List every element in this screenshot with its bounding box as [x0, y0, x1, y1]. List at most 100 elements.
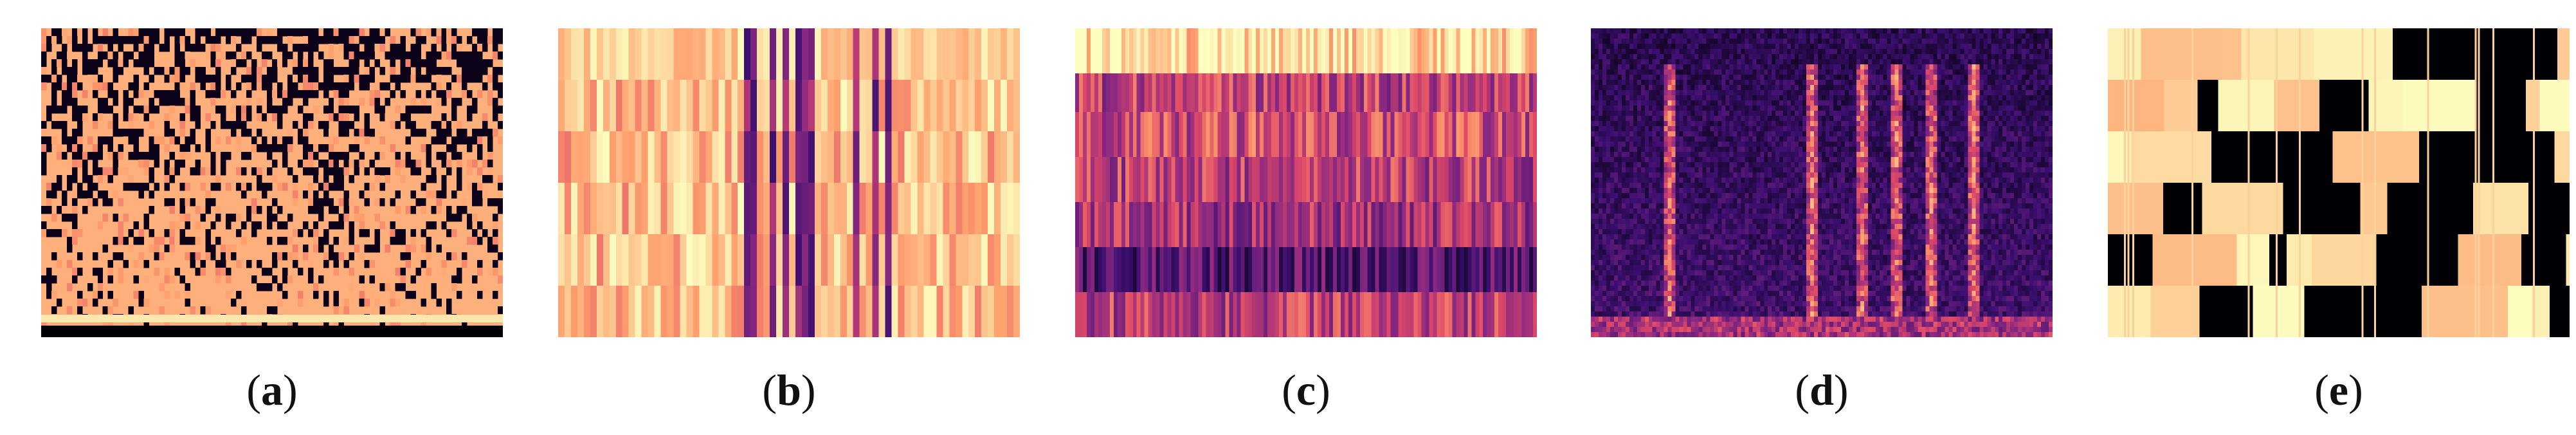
spectrogram-cell — [1152, 247, 1157, 292]
spectrogram-cell — [1799, 75, 1803, 80]
spectrogram-cell — [1867, 75, 1873, 80]
spectrogram-cell — [2014, 69, 2018, 75]
spectrogram-cell — [195, 67, 201, 75]
spectrogram-cell — [236, 291, 242, 299]
spectrogram-cell — [1945, 64, 1949, 70]
spectrogram-cell — [313, 167, 319, 176]
spectrogram-cell — [1652, 54, 1657, 60]
spectrogram-cell — [1260, 292, 1264, 337]
spectrogram-cell — [477, 268, 483, 276]
spectrogram-cell — [1359, 112, 1365, 157]
spectrogram-cell — [354, 129, 360, 137]
spectrogram-cell — [2033, 69, 2038, 75]
caption-a: (a) — [246, 366, 298, 414]
spectrogram-cell — [1156, 247, 1161, 292]
spectrogram-cell — [349, 252, 355, 261]
spectrogram-cell — [1136, 112, 1141, 157]
spectrogram-cell — [1644, 80, 1649, 86]
spectrogram-cell — [968, 286, 975, 337]
spectrogram-cell — [1363, 157, 1368, 202]
spectrogram-cell — [205, 206, 211, 214]
spectrogram-cell — [482, 44, 488, 52]
spectrogram-cell — [1814, 33, 1819, 39]
spectrogram-cell — [426, 144, 431, 153]
spectrogram-cell — [390, 59, 395, 68]
spectrogram-cell — [385, 82, 390, 91]
spectrogram-cell — [1213, 202, 1218, 247]
spectrogram-cell — [936, 80, 943, 132]
spectrogram-cell — [1902, 69, 1907, 75]
spectrogram-cell — [1336, 112, 1341, 157]
spectrogram-cell — [246, 75, 252, 83]
spectrogram-cell — [179, 51, 185, 60]
spectrogram-cell — [246, 183, 252, 191]
spectrogram-cell — [441, 268, 447, 276]
spectrogram-cell — [226, 152, 231, 160]
spectrogram-cell — [2014, 90, 2018, 96]
spectrogram-cell — [2037, 49, 2042, 55]
spectrogram-cell — [1818, 100, 1822, 106]
spectrogram-cell — [1075, 112, 1080, 157]
spectrogram-cell — [1768, 49, 1772, 55]
spectrogram-cell — [1910, 111, 1915, 116]
spectrogram-cell — [107, 90, 114, 98]
spectrogram-cell — [369, 67, 376, 75]
spectrogram-cell — [472, 51, 478, 60]
spectrogram-cell — [2049, 39, 2053, 44]
spectrogram-cell — [1090, 157, 1095, 202]
spectrogram-cell — [1448, 112, 1453, 157]
spectrogram-cell — [46, 183, 52, 191]
spectrogram-cell — [2006, 33, 2011, 39]
spectrogram-cell — [226, 51, 231, 60]
spectrogram-cell — [1806, 69, 1811, 75]
spectrogram-cell — [1714, 39, 1718, 44]
spectrogram-cell — [1948, 75, 1953, 80]
spectrogram-cell — [1306, 28, 1311, 73]
spectrogram-cell — [1502, 157, 1507, 202]
spectrogram-cell — [1814, 59, 1819, 65]
spectrogram-cell — [1213, 73, 1218, 112]
spectrogram-cell — [1975, 33, 1980, 39]
spectrogram-cell — [1729, 69, 1734, 75]
spectrogram-cell — [215, 28, 221, 37]
spectrogram-cell — [776, 80, 783, 132]
spectrogram-cell — [395, 82, 401, 91]
spectrogram-cell — [1968, 39, 1972, 44]
spectrogram-cell — [333, 306, 340, 315]
spectrogram-cell — [1840, 39, 1846, 44]
spectrogram-cell — [1848, 28, 1853, 34]
spectrogram-cell — [426, 28, 431, 37]
spectrogram-cell — [725, 28, 732, 80]
spectrogram-cell — [1937, 59, 1941, 65]
spectrogram-cell — [1741, 100, 1745, 106]
spectrogram-cell — [750, 28, 757, 80]
spectrogram-cell — [1494, 202, 1499, 247]
spectrogram-cell — [1159, 202, 1165, 247]
spectrogram-cell — [400, 237, 406, 245]
spectrogram-cell — [400, 75, 406, 83]
spectrogram-cell — [323, 67, 329, 75]
spectrogram-cell — [364, 113, 370, 122]
spectrogram-cell — [226, 268, 231, 276]
spectrogram-cell — [1791, 111, 1795, 116]
spectrogram-cell — [1987, 106, 1991, 111]
spectrogram-cell — [1521, 292, 1526, 337]
spectrogram-cell — [2045, 39, 2049, 44]
spectrogram-cell — [1952, 106, 1957, 111]
spectrogram-cell — [467, 214, 473, 222]
spectrogram-cell — [441, 44, 447, 52]
spectrogram-cell — [1386, 73, 1392, 112]
spectrogram-cell — [246, 51, 252, 60]
spectrogram-cell — [395, 283, 401, 292]
spectrogram-cell — [77, 160, 83, 168]
spectrogram-cell — [292, 183, 298, 191]
spectrogram-cell — [277, 206, 283, 214]
spectrogram-cell — [441, 90, 447, 98]
spectrogram-cell — [641, 80, 649, 132]
spectrogram-cell — [1602, 116, 1607, 122]
spectrogram-cell — [1887, 33, 1892, 39]
spectrogram-cell — [1802, 80, 1807, 86]
spectrogram-cell — [1948, 106, 1953, 111]
spectrogram-cell — [1213, 28, 1218, 73]
spectrogram-cell — [1737, 80, 1741, 86]
